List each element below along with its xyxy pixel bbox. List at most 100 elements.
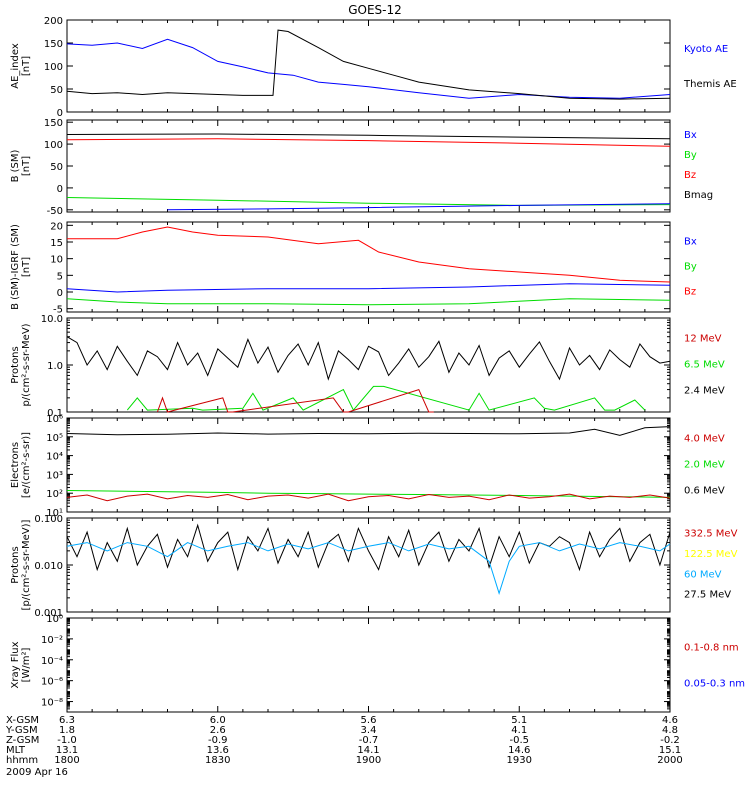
series-line-0-6-mev (66, 426, 671, 436)
time-axis-value: 4.8 (662, 725, 678, 736)
panel-1: 0 50 100 150 200 AE_index [nT] Kyoto AE Themis A… (10, 16, 737, 119)
time-axis-value: -0.5 (509, 735, 529, 746)
panel-frame (66, 517, 671, 613)
series-line-6-5-mev (126, 385, 646, 412)
y-tick-label: 10⁻⁶ (41, 677, 63, 688)
time-axis-row-label: X-GSM (6, 715, 39, 726)
legend-entry: By (684, 150, 697, 161)
y-tick-label: 10⁻⁴ (41, 656, 63, 667)
series-line-bmag (66, 133, 671, 140)
y-tick-label: 10⁻² (41, 635, 63, 646)
series-line-bx (167, 203, 671, 211)
legend-entry: 332.5 MeV (684, 528, 738, 539)
y-tick-label: 200 (44, 16, 63, 27)
time-axis-value: 2000 (657, 755, 682, 766)
y-tick-label: 150 (44, 118, 63, 129)
time-axis-value: 1.8 (59, 725, 75, 736)
time-axis-value: 5.1 (511, 715, 527, 726)
y-tick-label: 0.1 (47, 408, 63, 419)
panel-3: -5 0 5 10 15 20 B (SM)-IGRF (SM) [nT] Bx By Bz (10, 221, 697, 315)
y-tick-label: 1.0 (47, 361, 63, 372)
y-tick-label: 10³ (46, 470, 63, 481)
series-line-4-0-mev (66, 493, 671, 502)
y-axis-label: Protons (10, 346, 21, 383)
y-axis-label: Xray Flux (10, 641, 21, 688)
y-axis-label: Electrons (10, 442, 21, 488)
time-axis-row-label: Z-GSM (6, 735, 39, 746)
series-line-60-mev (66, 542, 671, 595)
date-label: 2009 Apr 16 (6, 767, 68, 778)
time-axis-value: 6.3 (59, 715, 75, 726)
time-axis-value: 1800 (54, 755, 79, 766)
time-axis-value: 3.4 (361, 725, 377, 736)
series-line-2-0-mev (66, 490, 671, 498)
time-axis-row-label: Y-GSM (5, 725, 38, 736)
series-line-by (66, 298, 671, 306)
series-line-27-5-mev (66, 523, 671, 572)
time-axis-value: 1830 (205, 755, 230, 766)
series-line-kyoto-ae (66, 38, 671, 99)
y-axis-label: [nT] (21, 156, 32, 176)
y-tick-label: 100 (44, 140, 63, 151)
y-tick-label: 10⁵ (46, 433, 63, 444)
series-line-2-4-mev (66, 336, 671, 381)
legend-entry: 122.5 MeV (684, 549, 738, 560)
time-axis-value: 1930 (507, 755, 532, 766)
time-axis-value: -0.2 (660, 735, 680, 746)
y-tick-label: 10² (46, 489, 63, 500)
panel-7: 10⁻⁸ 10⁻⁶ 10⁻⁴ 10⁻² 10⁰ Xray Flux [W/m²] 0.1-0.… (10, 614, 745, 713)
y-axis-label: [nT] (21, 257, 32, 277)
time-axis-row-label: hhmm (6, 755, 38, 766)
time-axis-value: 14.1 (357, 745, 379, 756)
legend-entry: 12 MeV (684, 334, 722, 345)
legend-entry: Kyoto AE (684, 44, 728, 55)
legend-entry: 0.05-0.3 nm (684, 679, 745, 690)
y-axis-label: [e/(cm²-s-sr)] (21, 432, 32, 498)
series-line-bz (67, 226, 671, 283)
y-tick-label: 150 (44, 39, 63, 50)
time-axis-value: 2.6 (210, 725, 226, 736)
legend-entry: 2.0 MeV (684, 460, 725, 471)
plot-title: GOES-12 (348, 3, 402, 17)
legend-entry: Bz (684, 287, 696, 298)
y-axis-label: Protons (10, 546, 21, 583)
time-axis-value: 4.1 (511, 725, 527, 736)
panel-6: 0.001 0.010 0.100 Protons [p/(cm²-s-sr-MeV)]… (10, 514, 738, 619)
y-axis-label: B (SM)-IGRF (SM) (10, 224, 21, 310)
legend-entry: Bz (684, 170, 696, 181)
series-line-bz (66, 138, 671, 147)
time-axis-value: 1900 (356, 755, 381, 766)
series-line-themis-ae (66, 29, 671, 100)
y-axis-label: B (SM) (10, 149, 21, 182)
y-tick-label: 50 (50, 162, 63, 173)
y-tick-label: 100 (44, 62, 63, 73)
time-axis-value: 13.6 (207, 745, 229, 756)
legend-entry: Bmag (684, 190, 713, 201)
y-tick-label: 0.010 (34, 561, 63, 572)
y-axis-label: AE_index (10, 43, 21, 89)
legend-entry: Bx (684, 237, 697, 248)
panel-5: 10¹ 10² 10³ 10⁴ 10⁵ 10⁶ Electrons [e/(cm²-s-sr)… (10, 414, 725, 519)
time-axis-row-label: MLT (6, 745, 26, 756)
y-axis-label: [p/(cm²-s-sr-MeV)] (21, 519, 32, 610)
time-axis-value: 14.6 (508, 745, 530, 756)
y-tick-label: 5 (57, 271, 63, 282)
y-tick-label: 0.100 (34, 514, 63, 525)
time-axis-value: -0.9 (208, 735, 228, 746)
y-tick-label: -5 (53, 305, 63, 316)
time-axis-value: 5.6 (361, 715, 377, 726)
panel-frame (66, 417, 671, 513)
panel-4: 0.1 1.0 10.0 Protons p/(cm²-s-sr-MeV) 12 MeV 6… (10, 314, 725, 419)
legend-entry: 0.6 MeV (684, 486, 725, 497)
panel-frame (66, 617, 671, 713)
series-line-12-mev (156, 388, 434, 413)
time-axis-value: 4.6 (662, 715, 678, 726)
y-tick-label: 0 (57, 184, 63, 195)
y-axis-label: p/(cm²-s-sr-MeV) (21, 323, 32, 406)
y-axis-label: [nT] (21, 56, 32, 76)
y-tick-label: 20 (50, 221, 63, 232)
y-tick-label: -50 (47, 206, 63, 217)
